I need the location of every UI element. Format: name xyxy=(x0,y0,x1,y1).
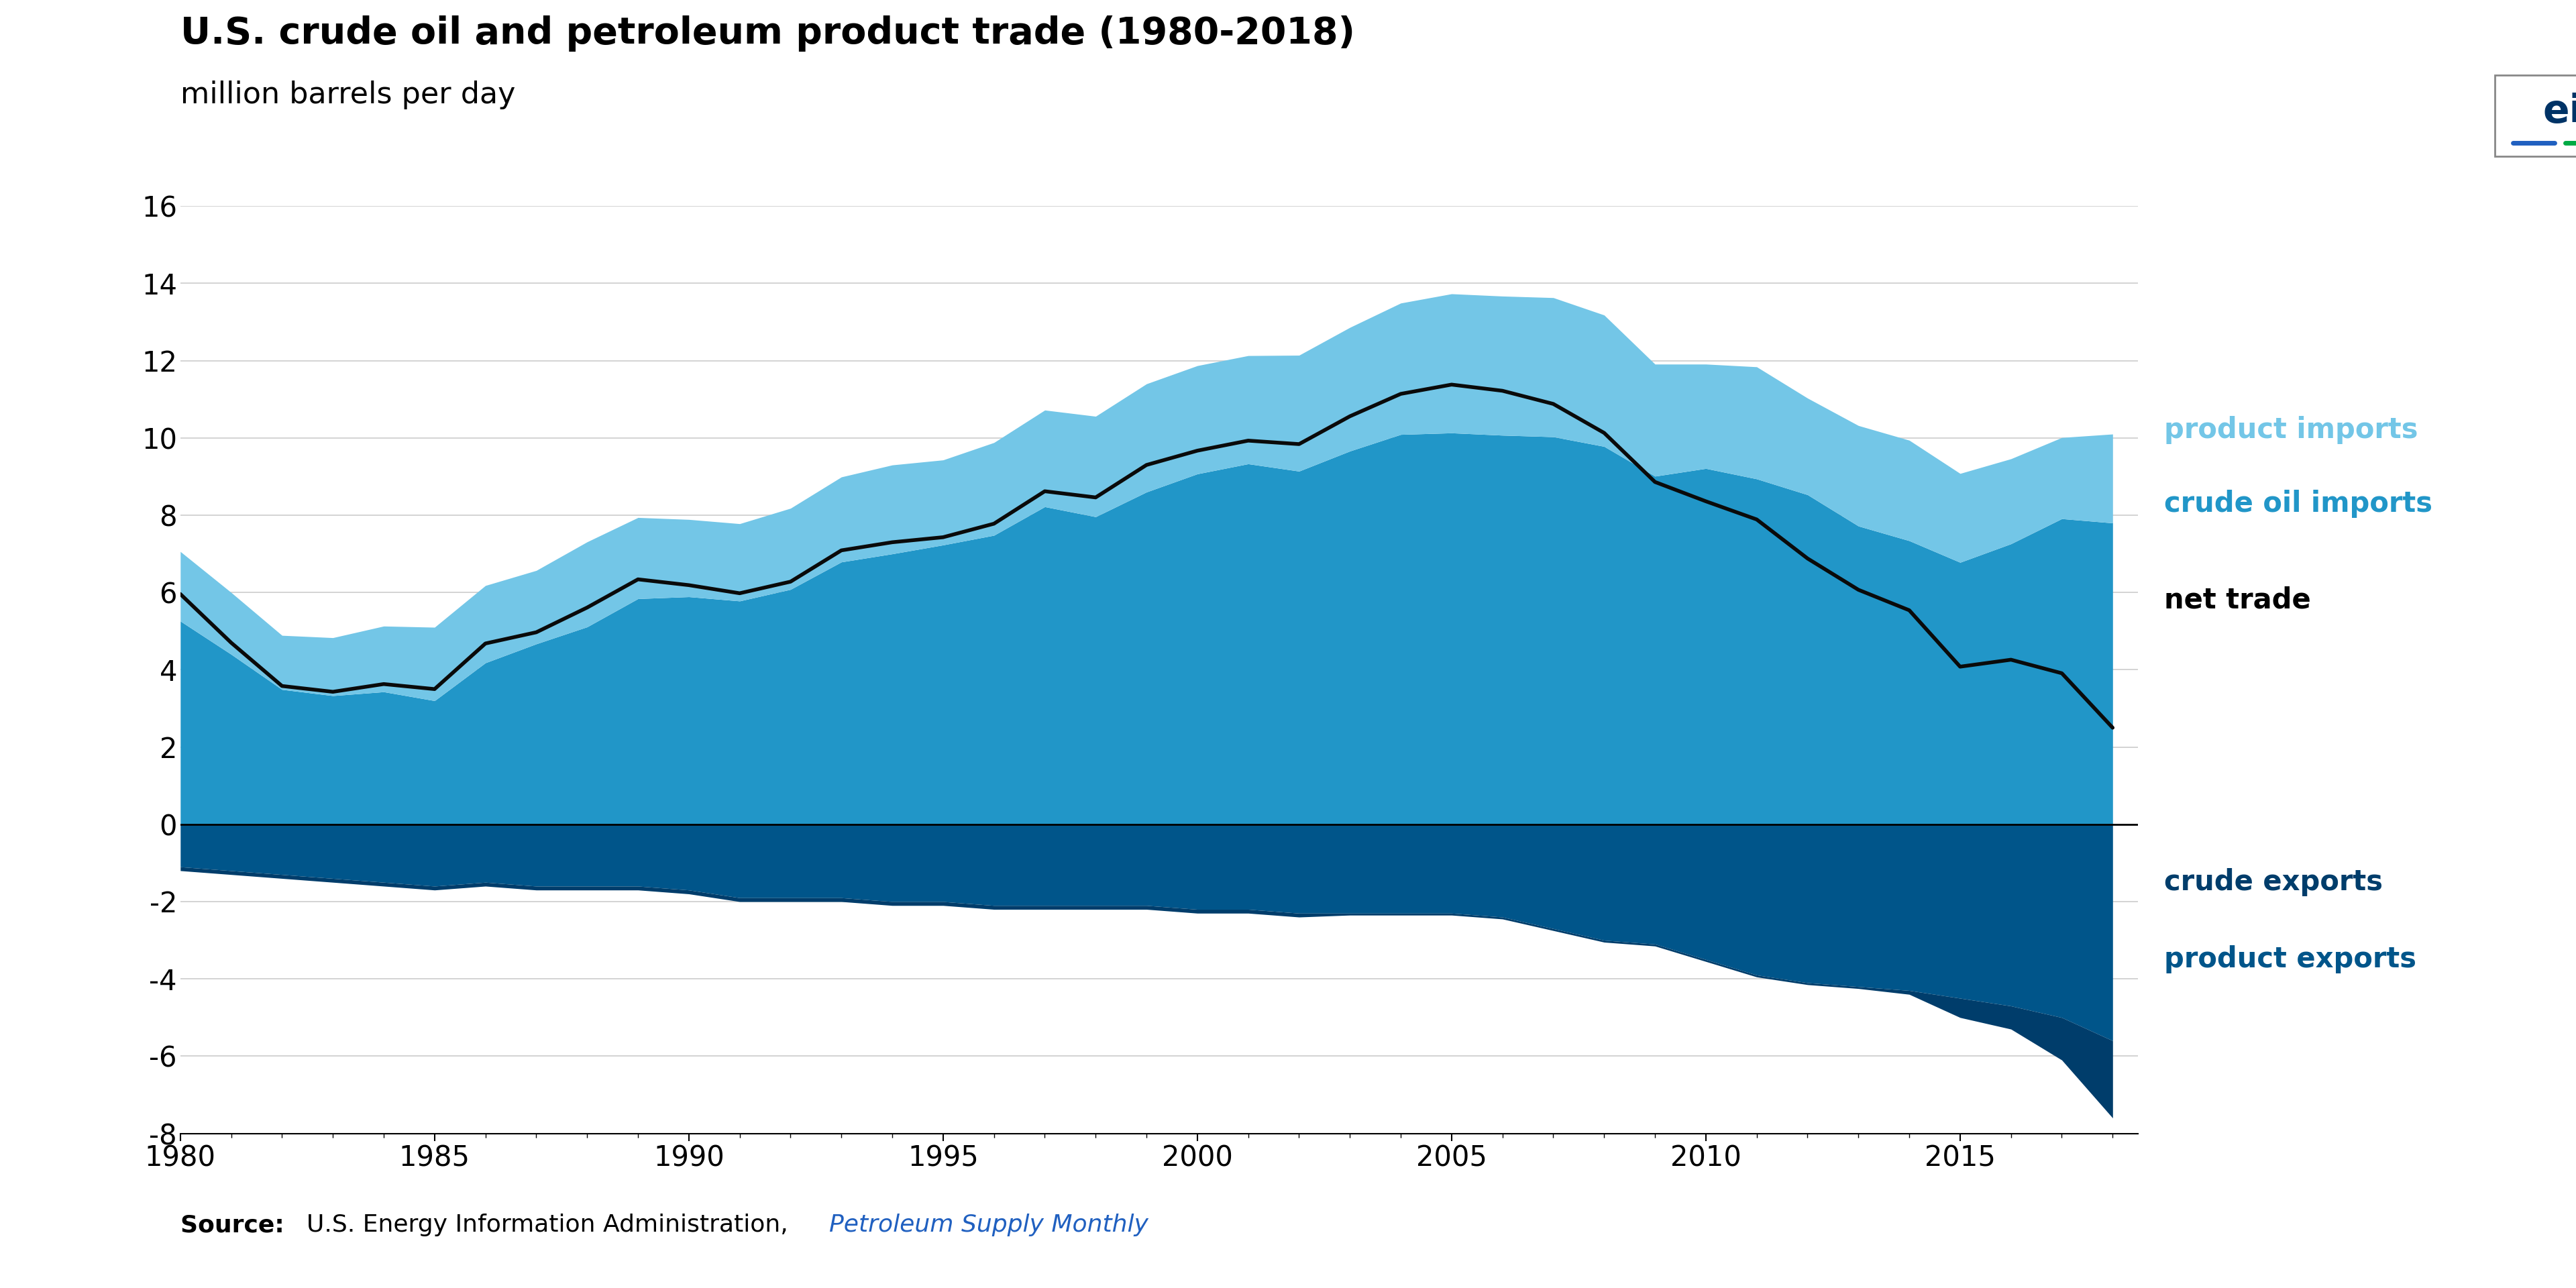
Text: crude oil imports: crude oil imports xyxy=(2164,489,2432,518)
Text: U.S. crude oil and petroleum product trade (1980-2018): U.S. crude oil and petroleum product tra… xyxy=(180,15,1355,52)
Text: Petroleum Supply Monthly: Petroleum Supply Monthly xyxy=(829,1213,1149,1236)
Text: million barrels per day: million barrels per day xyxy=(180,81,515,109)
Text: crude exports: crude exports xyxy=(2164,868,2383,896)
Text: U.S. Energy Information Administration,: U.S. Energy Information Administration, xyxy=(307,1213,796,1236)
FancyBboxPatch shape xyxy=(2496,75,2576,157)
Text: product imports: product imports xyxy=(2164,416,2419,444)
Text: Source:: Source: xyxy=(180,1213,294,1236)
Text: product exports: product exports xyxy=(2164,945,2416,974)
Text: eia: eia xyxy=(2543,93,2576,130)
Text: net trade: net trade xyxy=(2164,586,2311,614)
